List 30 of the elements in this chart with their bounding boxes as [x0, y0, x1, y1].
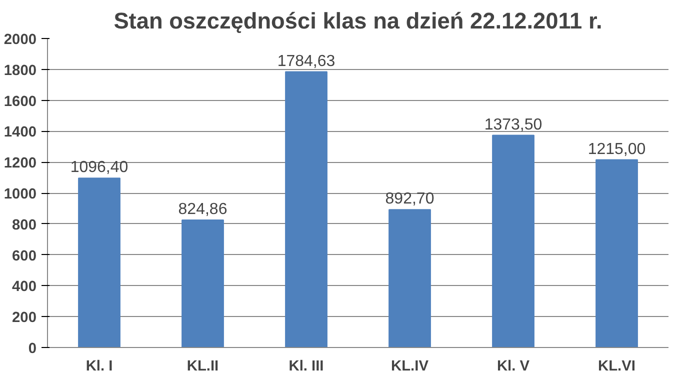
y-tick-label: 1200: [4, 156, 37, 172]
y-tick-label: 800: [12, 217, 37, 234]
y-tick-label: 2000: [4, 32, 37, 48]
y-tick-label: 0: [28, 341, 37, 357]
bar: [285, 71, 328, 348]
bar: [388, 209, 431, 348]
data-label: 1096,40: [70, 159, 128, 176]
y-tick-label: 200: [12, 310, 37, 326]
y-tick-label: 600: [12, 248, 37, 264]
data-label: 892,70: [385, 190, 434, 208]
x-tick-label: Kl. I: [86, 358, 113, 374]
bar: [182, 220, 224, 348]
y-tick-label: 1800: [4, 62, 37, 79]
x-tick-label: Kl. III: [288, 358, 324, 374]
data-label: 824,86: [178, 201, 228, 218]
x-tick-label: KL.VI: [598, 358, 636, 374]
bar: [596, 159, 638, 348]
chart-title: Stan oszczędności klas na dzień 22.12.2011 r.: [114, 8, 602, 34]
y-tick-label: 1000: [4, 186, 37, 202]
data-label: 1373,50: [484, 116, 542, 134]
x-tick-label: KL.IV: [391, 358, 429, 374]
bar: [492, 134, 534, 348]
y-tick-label: 1600: [4, 94, 37, 110]
x-tick-label: KL.II: [186, 358, 219, 374]
bar: [78, 178, 120, 348]
data-label: 1215,00: [588, 140, 646, 158]
x-tick-label: Kl. V: [496, 358, 530, 374]
y-tick-label: 1400: [4, 124, 37, 141]
data-label: 1784,63: [277, 52, 336, 70]
y-tick-label: 400: [12, 279, 37, 296]
